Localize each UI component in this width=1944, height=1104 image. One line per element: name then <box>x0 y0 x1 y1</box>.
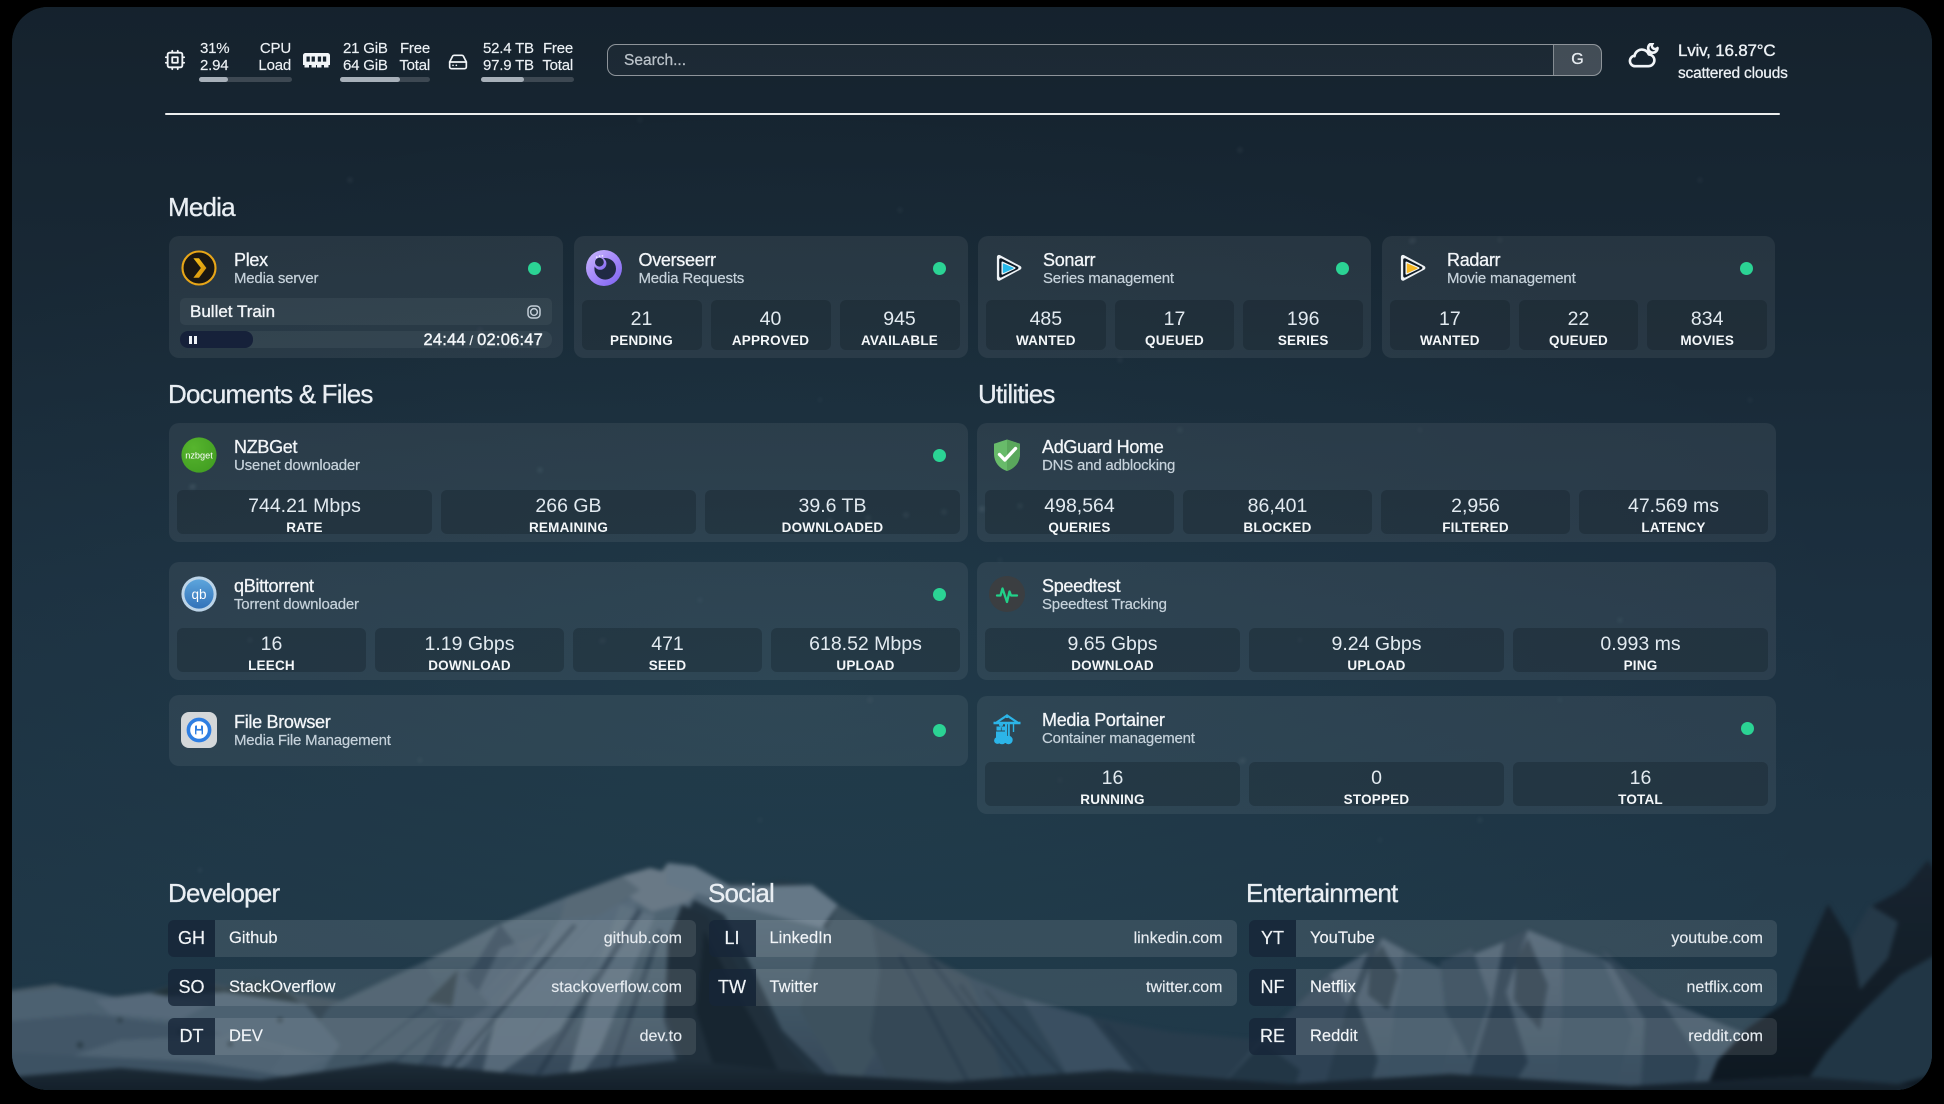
svg-text:qb: qb <box>191 587 206 602</box>
svg-text:nzbget: nzbget <box>185 451 213 461</box>
